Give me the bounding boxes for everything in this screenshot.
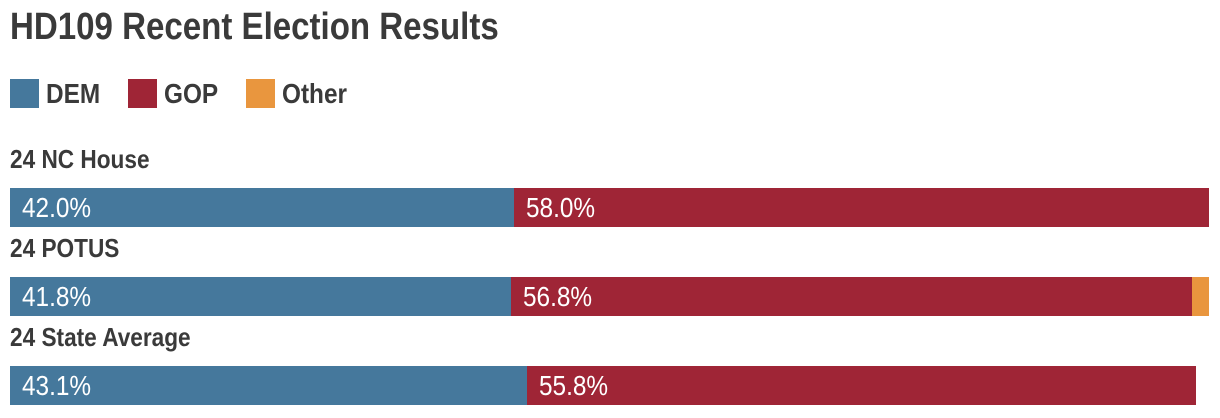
legend: DEM GOP Other [10,78,1220,110]
legend-item-other: Other [246,78,357,110]
stacked-bar-potus: 41.8% 56.8% [10,277,1209,316]
legend-label-dem: DEM [46,78,108,110]
legend-label-other: Other [282,78,357,110]
bar-row-state-average: 24 State Average 43.1% 55.8% [0,324,1220,405]
category-label-state-average: 24 State Average [10,324,1220,350]
chart-title-text: HD109 Recent Election Results [10,6,499,48]
gop-segment: 56.8% [511,277,1193,316]
other-segment [1192,277,1209,316]
category-label-nc-house: 24 NC House [10,146,1220,172]
legend-item-gop: GOP [128,78,226,110]
other-swatch-icon [246,79,276,108]
dem-value-label: 41.8% [22,280,92,312]
chart-title: HD109 Recent Election Results [0,0,1220,48]
category-label-nc-house-text: 24 NC House [10,144,150,174]
bar-row-potus: 24 POTUS 41.8% 56.8% [0,235,1220,316]
gop-value-label: 55.8% [538,369,608,401]
bar-row-nc-house: 24 NC House 42.0% 58.0% [0,146,1220,227]
bar-rows: 24 NC House 42.0% 58.0% 24 POTUS 41.8% 5… [0,146,1220,405]
dem-value-label: 43.1% [22,369,92,401]
dem-segment: 41.8% [10,277,512,316]
legend-item-dem: DEM [10,78,108,110]
dem-swatch-icon [10,79,39,108]
dem-value-label: 42.0% [22,191,92,223]
election-results-chart: HD109 Recent Election Results DEM GOP Ot… [0,0,1220,405]
legend-label-dem-text: DEM [46,77,101,109]
gop-swatch-icon [128,79,158,108]
legend-label-other-text: Other [282,77,348,109]
category-label-potus-text: 24 POTUS [10,233,120,263]
gop-value-label: 56.8% [523,280,593,312]
legend-label-gop-text: GOP [164,77,219,109]
gop-segment: 55.8% [526,366,1196,405]
gop-segment: 58.0% [513,188,1209,227]
stacked-bar-state-average: 43.1% 55.8% [10,366,1209,405]
legend-label-gop: GOP [164,78,226,110]
dem-segment: 42.0% [10,188,514,227]
category-label-potus: 24 POTUS [10,235,1220,261]
category-label-state-average-text: 24 State Average [10,322,191,352]
stacked-bar-nc-house: 42.0% 58.0% [10,188,1209,227]
dem-segment: 43.1% [10,366,527,405]
gop-value-label: 58.0% [525,191,595,223]
